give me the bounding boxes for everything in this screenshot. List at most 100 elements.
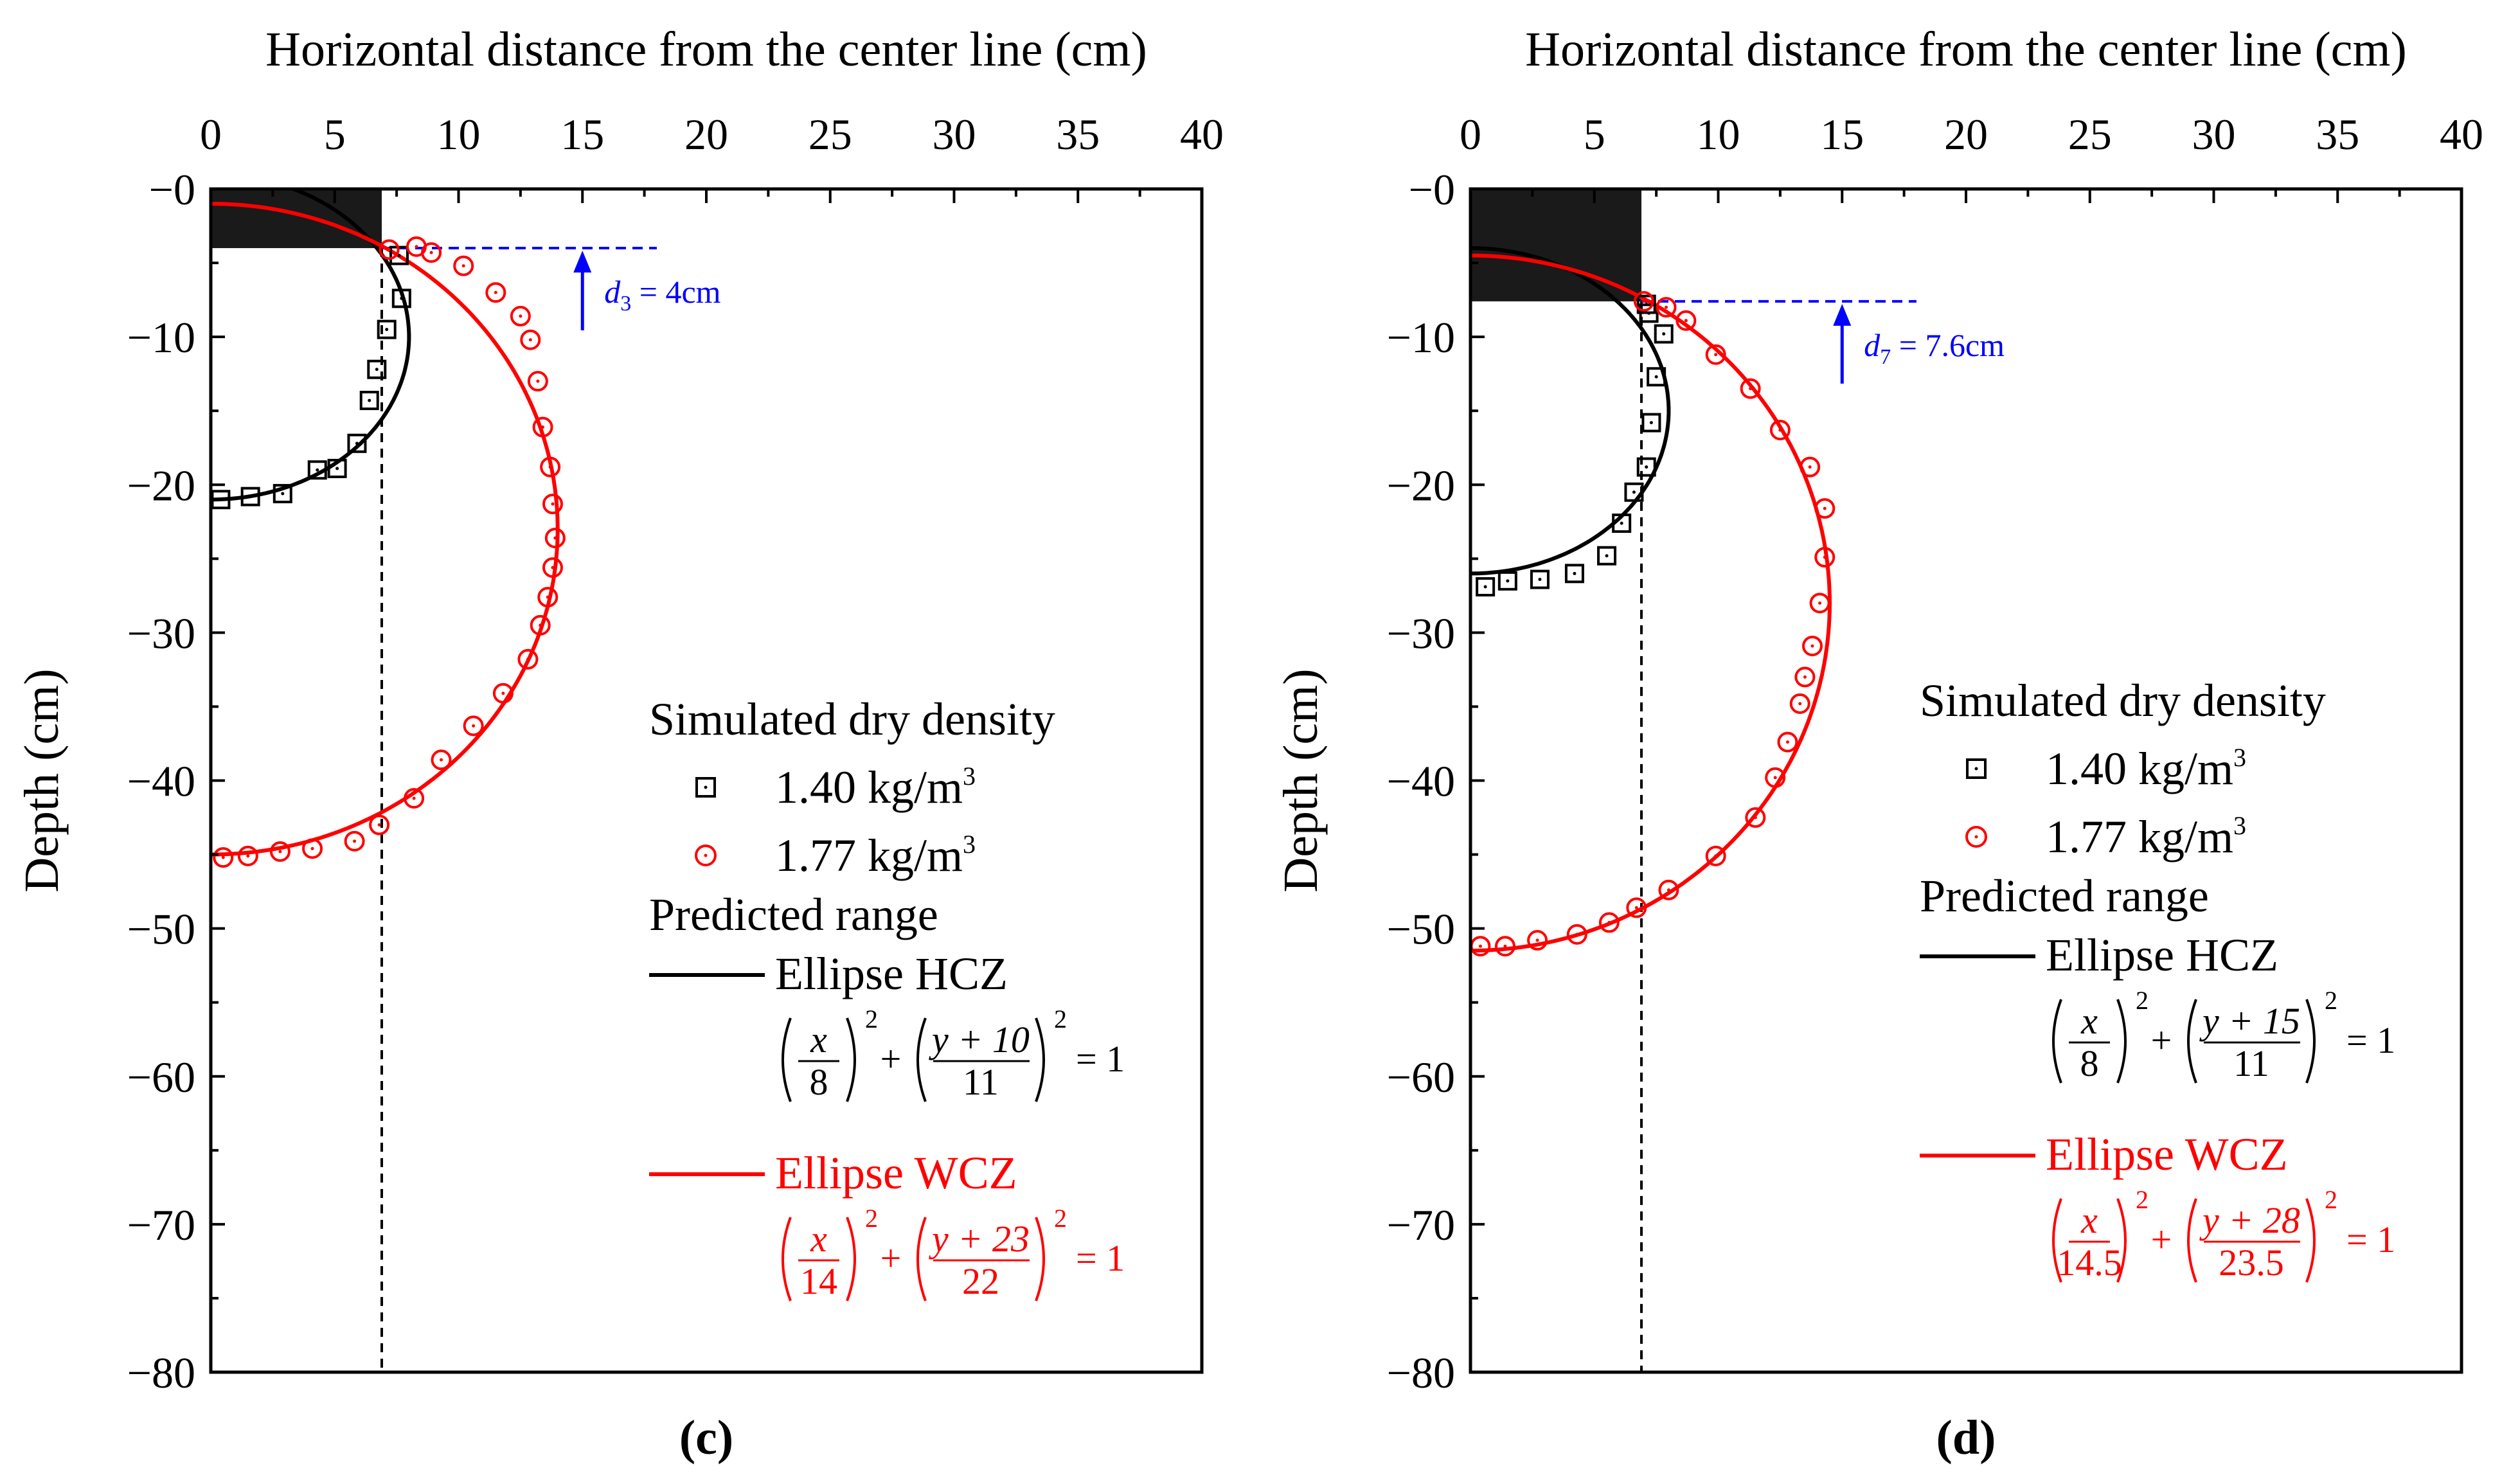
data-point-dot <box>1645 465 1649 469</box>
legend-series-sup: 3 <box>2233 811 2246 840</box>
data-point-dot <box>501 692 505 695</box>
x-tick-label: 15 <box>560 110 604 159</box>
data-point <box>404 788 425 809</box>
data-point <box>1476 577 1496 597</box>
eq-sq: 2 <box>2325 1185 2337 1214</box>
series-1 <box>213 236 566 868</box>
data-point-dot <box>385 328 389 332</box>
x-tick-label: 10 <box>437 110 481 159</box>
data-point-dot <box>415 245 418 249</box>
data-point-dot <box>551 566 555 569</box>
data-point-dot <box>548 465 552 469</box>
data-point <box>1641 413 1661 433</box>
legend-series-sup: 3 <box>963 830 976 859</box>
x-tick-label: 15 <box>1820 110 1864 159</box>
x-tick-label: 25 <box>809 110 852 159</box>
depth-annotation: d3 = 4cm <box>604 274 720 316</box>
data-point-dot <box>1575 933 1579 936</box>
data-point-dot <box>1506 579 1510 583</box>
data-point <box>1636 457 1656 477</box>
legend-marker-dot <box>704 785 708 789</box>
legend-series-label: 1.77 kg/m3 <box>775 830 976 881</box>
data-point <box>307 460 327 480</box>
eq-sq: 2 <box>2136 1185 2149 1214</box>
chart-panel-1: d7 = 7.6cm 0 5 10 15 20 25 30 35 40 −0 −10 −20 −30 −40… <box>1274 22 2483 1465</box>
legend-series-name: 1.40 kg/m <box>775 762 963 813</box>
data-point <box>542 557 563 578</box>
data-point-dot <box>355 442 359 445</box>
data-point-dot <box>429 251 433 255</box>
eq-sq: 2 <box>865 1204 878 1233</box>
eq-paren-left <box>2187 999 2197 1084</box>
data-point-dot <box>1654 375 1658 379</box>
panel-label: (d) <box>1936 1411 1996 1465</box>
data-point <box>1705 845 1726 866</box>
y-tick-label: −30 <box>127 609 195 657</box>
data-point-dot <box>1607 920 1611 924</box>
depth-symbol: d <box>1864 327 1881 363</box>
x-tick-label: 0 <box>1460 110 1481 159</box>
data-point <box>369 814 390 836</box>
eq-den-x: 14.5 <box>2057 1242 2122 1283</box>
y-tick-label: −10 <box>1387 313 1455 362</box>
data-point-dot <box>1605 554 1609 558</box>
y-tick-label: −30 <box>1387 609 1455 657</box>
depth-subscript: 3 <box>620 292 631 316</box>
y-tick-label: −80 <box>1387 1348 1455 1397</box>
data-point-dot <box>1666 888 1670 892</box>
eq-paren-left <box>2052 999 2062 1084</box>
y-tick-label: −40 <box>127 757 195 806</box>
data-point-dot <box>1535 938 1539 942</box>
data-point <box>1745 807 1766 828</box>
data-point-dot <box>1620 521 1623 525</box>
data-point <box>542 494 563 515</box>
eq-paren-left <box>782 1217 792 1301</box>
data-point-dot <box>1778 428 1782 432</box>
data-point <box>492 683 514 704</box>
y-tick-label: −40 <box>1387 757 1455 806</box>
data-point-dot <box>1808 465 1812 469</box>
data-point-dot <box>1645 302 1649 306</box>
fit-curve-1 <box>1470 253 1832 953</box>
eq-x: x <box>2080 1000 2098 1042</box>
data-point-dot <box>1483 585 1487 589</box>
data-point-dot <box>335 467 339 470</box>
data-point-dot <box>546 595 550 599</box>
eq-den-y: 22 <box>962 1260 999 1302</box>
data-point-dot <box>278 850 282 854</box>
data-point-dot <box>377 823 381 827</box>
eq-den-y: 11 <box>2233 1042 2269 1084</box>
data-point <box>1598 912 1620 933</box>
x-tick-label: 30 <box>2192 110 2236 159</box>
data-point-dot <box>472 724 476 728</box>
data-point-dot <box>1503 944 1507 948</box>
eq-den-y: 23.5 <box>2219 1242 2284 1283</box>
data-point <box>540 456 561 478</box>
data-point-dot <box>1632 490 1636 494</box>
eq-den-x: 14 <box>800 1260 837 1302</box>
data-point <box>1647 367 1666 387</box>
legend-header: Simulated dry density <box>649 693 1055 745</box>
data-point-dot <box>553 536 557 540</box>
y-tick-label: −20 <box>1387 461 1455 510</box>
data-point <box>1624 482 1644 502</box>
eq-paren-right <box>2305 999 2316 1084</box>
legend-series-label: 1.40 kg/m3 <box>2046 743 2246 794</box>
eq-paren-right <box>2116 1198 2127 1283</box>
data-point-dot <box>1818 601 1822 605</box>
data-point-dot <box>528 338 532 342</box>
data-point <box>527 371 548 392</box>
data-point <box>517 648 539 670</box>
data-point-dot <box>1753 816 1757 819</box>
data-point <box>1636 294 1656 314</box>
depth-annotation: d7 = 7.6cm <box>1864 327 2005 369</box>
data-point-dot <box>461 264 465 268</box>
y-tick-label: −50 <box>1387 905 1455 954</box>
data-point-dot <box>1749 387 1753 391</box>
data-point <box>510 305 531 326</box>
x-axis-title: Horizontal distance from the center line… <box>1525 22 2407 76</box>
data-point <box>1497 571 1517 591</box>
legend-series-name: 1.77 kg/m <box>775 830 963 881</box>
